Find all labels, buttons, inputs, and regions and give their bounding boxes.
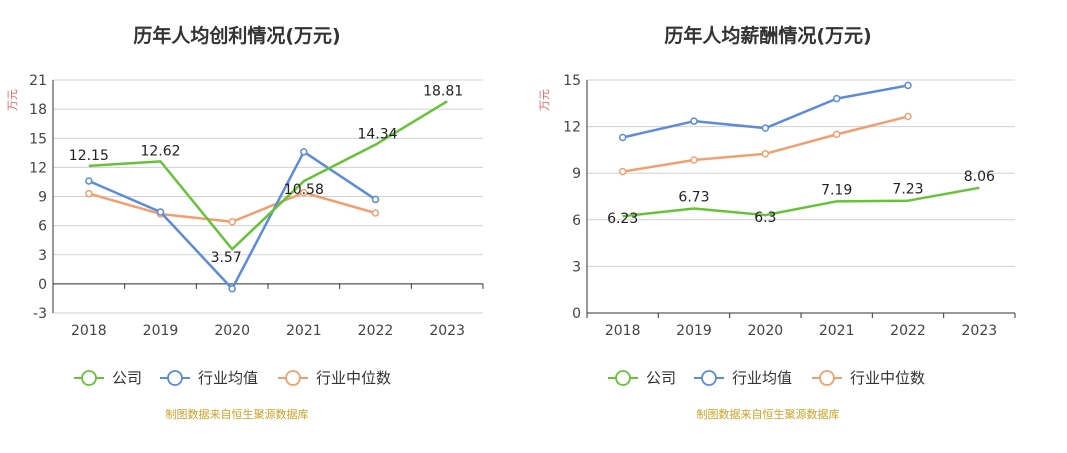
y-tick-label: 0 (38, 277, 47, 293)
data-label: 6.3 (754, 210, 776, 226)
chart-title: 历年人均薪酬情况(万元) (664, 24, 871, 47)
legend-item[interactable]: 行业均值 (694, 369, 792, 387)
legend-item[interactable]: 行业中位数 (812, 369, 925, 387)
y-axis-unit: 万元 (6, 89, 19, 111)
y-tick-label: 21 (29, 73, 47, 89)
y-tick-label: 15 (29, 131, 47, 147)
legend-item[interactable]: 行业均值 (160, 369, 258, 387)
data-point (761, 124, 770, 132)
source-note: 制图数据来自恒生聚源数据库 (166, 407, 309, 421)
data-point (228, 217, 236, 226)
x-tick-label: 2019 (676, 323, 712, 339)
legend-item[interactable]: 行业中位数 (278, 369, 391, 387)
x-tick-label: 2021 (819, 323, 855, 339)
y-tick-label: 3 (572, 259, 581, 275)
legend-marker (81, 370, 97, 386)
data-point (832, 94, 841, 103)
x-tick-label: 2022 (358, 323, 394, 339)
legend-item[interactable]: 公司 (74, 369, 142, 387)
data-label: 8.06 (964, 169, 995, 185)
chart-title: 历年人均创利情况(万元) (133, 24, 340, 47)
x-tick-label: 2020 (748, 323, 784, 339)
y-axis-unit: 万元 (538, 89, 551, 111)
legend-marker (167, 370, 183, 386)
x-tick-label: 2023 (962, 323, 998, 339)
legend-label: 行业中位数 (316, 369, 391, 387)
data-label: 7.23 (892, 182, 923, 198)
x-tick-label: 2021 (286, 323, 322, 339)
data-point (690, 156, 698, 164)
data-label: 10.58 (284, 182, 324, 198)
y-tick-label: -3 (33, 306, 47, 322)
x-tick-label: 2023 (429, 323, 465, 339)
data-point (85, 177, 93, 185)
data-point (904, 81, 912, 90)
data-point (832, 130, 841, 139)
data-label: 6.23 (607, 211, 638, 227)
data-label: 14.34 (357, 127, 397, 143)
y-tick-label: 12 (29, 160, 47, 176)
data-point (300, 148, 308, 156)
data-label: 6.73 (678, 189, 709, 205)
data-point (371, 195, 380, 204)
legend-marker (615, 370, 631, 386)
legend-label: 行业中位数 (850, 369, 925, 387)
data-point (761, 150, 770, 158)
legend-marker (285, 370, 301, 386)
y-tick-label: 6 (38, 219, 47, 235)
data-point (228, 284, 236, 293)
data-label: 3.57 (211, 250, 242, 266)
data-label: 12.15 (69, 148, 109, 164)
source-note: 制图数据来自恒生聚源数据库 (697, 407, 840, 421)
y-tick-label: 3 (38, 248, 47, 264)
data-label: 12.62 (140, 143, 180, 159)
y-tick-label: 9 (572, 166, 581, 182)
y-tick-label: 0 (572, 306, 581, 322)
data-point (156, 208, 165, 216)
data-point (618, 167, 627, 176)
data-point (300, 188, 308, 197)
data-point (690, 117, 698, 125)
y-tick-label: 15 (563, 73, 581, 89)
legend-label: 公司 (646, 369, 676, 387)
y-tick-label: 6 (572, 213, 581, 229)
legend-label: 行业均值 (732, 369, 792, 387)
legend-marker (701, 370, 717, 386)
x-tick-label: 2018 (71, 323, 107, 339)
x-tick-label: 2018 (605, 323, 641, 339)
chart-1: 历年人均创利情况(万元) 万元 21 18 15 12 9 6 3 0 -3 2018 2019 2020… (6, 24, 484, 421)
series-line-1 (88, 100, 448, 251)
data-label: 18.81 (423, 83, 463, 99)
x-tick-label: 2019 (143, 323, 179, 339)
y-tick-label: 9 (38, 190, 47, 206)
y-tick-label: 18 (29, 102, 47, 118)
x-tick-label: 2022 (890, 323, 926, 339)
data-point (371, 209, 380, 217)
legend-item[interactable]: 公司 (608, 369, 676, 387)
data-point (85, 189, 93, 198)
x-tick-label: 2020 (214, 323, 250, 339)
data-point (904, 112, 912, 121)
legend-marker (819, 370, 835, 386)
data-label: 7.19 (821, 182, 852, 198)
series-line-1 (622, 186, 980, 218)
chart-2: 历年人均薪酬情况(万元) 万元 15 12 9 6 3 0 2018 2019 2020 2021 20… (538, 24, 1016, 421)
y-tick-label: 12 (563, 120, 581, 136)
legend-label: 公司 (112, 369, 142, 387)
legend-label: 行业均值 (198, 369, 258, 387)
data-point (618, 133, 627, 142)
